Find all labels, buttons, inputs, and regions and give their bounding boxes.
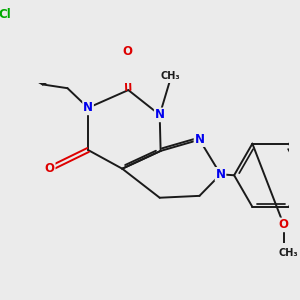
Text: N: N xyxy=(155,108,165,122)
Text: N: N xyxy=(215,168,226,181)
Text: N: N xyxy=(194,133,205,146)
Text: Cl: Cl xyxy=(0,8,12,21)
Text: CH₃: CH₃ xyxy=(279,248,298,258)
Text: CH₃: CH₃ xyxy=(160,71,180,81)
Text: O: O xyxy=(45,162,55,175)
Text: O: O xyxy=(122,45,132,58)
Text: O: O xyxy=(279,218,289,231)
Text: N: N xyxy=(83,101,93,114)
